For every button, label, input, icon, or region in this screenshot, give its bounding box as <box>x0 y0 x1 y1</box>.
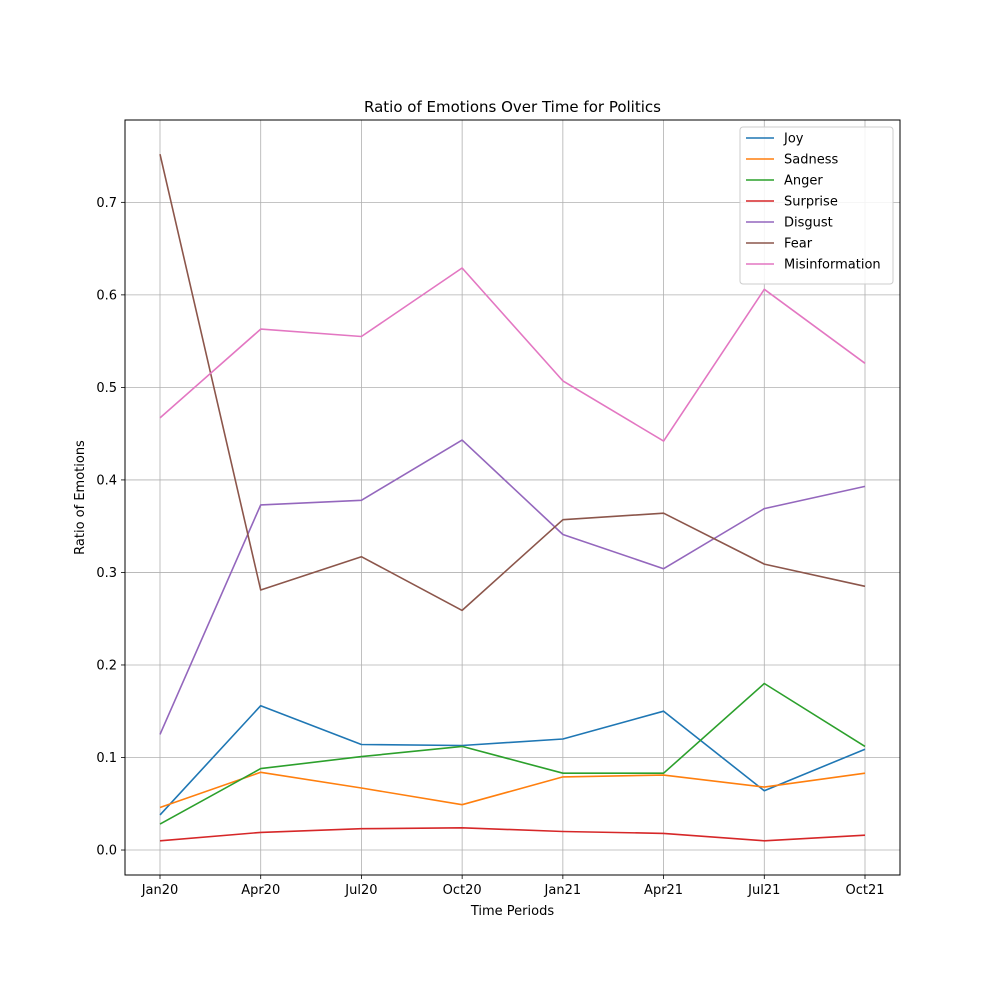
legend-label: Surprise <box>784 195 838 210</box>
x-tick-label: Oct21 <box>845 883 884 898</box>
series-line-disgust <box>159 439 866 735</box>
series-lines <box>159 154 866 842</box>
series-line-joy <box>159 704 866 816</box>
x-tick-label: Jan21 <box>544 883 582 898</box>
legend-label: Sadness <box>784 153 838 168</box>
legend: Joy Sadness Anger Surprise Disgust Fear Misinf… <box>739 126 894 285</box>
y-tick-label: 0.3 <box>96 566 117 581</box>
legend-label: Fear <box>784 237 813 252</box>
y-tick-label: 0.7 <box>96 196 117 211</box>
x-tick-label: Oct20 <box>443 883 482 898</box>
legend-label: Joy <box>783 132 804 147</box>
x-tick-label: Jan20 <box>141 883 179 898</box>
series-line-anger <box>159 682 866 825</box>
y-axis-label: Ratio of Emotions <box>73 440 88 555</box>
legend-label: Misinformation <box>784 258 881 273</box>
y-tick-label: 0.5 <box>96 381 117 396</box>
series-line-sadness <box>159 771 866 809</box>
x-axis-label: Time Periods <box>470 904 554 919</box>
axis-ticks: Jan20 Apr20 Jul20 Oct20 Jan21 Apr21 Jul21 Oct21… <box>96 196 884 898</box>
x-tick-label: Jul21 <box>747 883 780 898</box>
chart-title: Ratio of Emotions Over Time for Politics <box>364 98 661 116</box>
legend-box <box>739 126 894 285</box>
x-tick-label: Jul20 <box>344 883 377 898</box>
y-tick-label: 0.1 <box>96 751 117 766</box>
series-line-fear <box>159 154 866 612</box>
x-tick-label: Apr21 <box>644 883 683 898</box>
plot-area-frame <box>124 119 901 876</box>
legend-label: Anger <box>784 174 823 189</box>
y-tick-label: 0.0 <box>96 844 117 859</box>
y-tick-label: 0.4 <box>96 473 117 488</box>
series-line-surprise <box>159 826 866 842</box>
series-line-misinformation <box>159 267 866 442</box>
x-tick-label: Apr20 <box>241 883 280 898</box>
legend-label: Disgust <box>784 216 833 231</box>
y-tick-label: 0.2 <box>96 658 117 673</box>
y-tick-label: 0.6 <box>96 288 117 303</box>
